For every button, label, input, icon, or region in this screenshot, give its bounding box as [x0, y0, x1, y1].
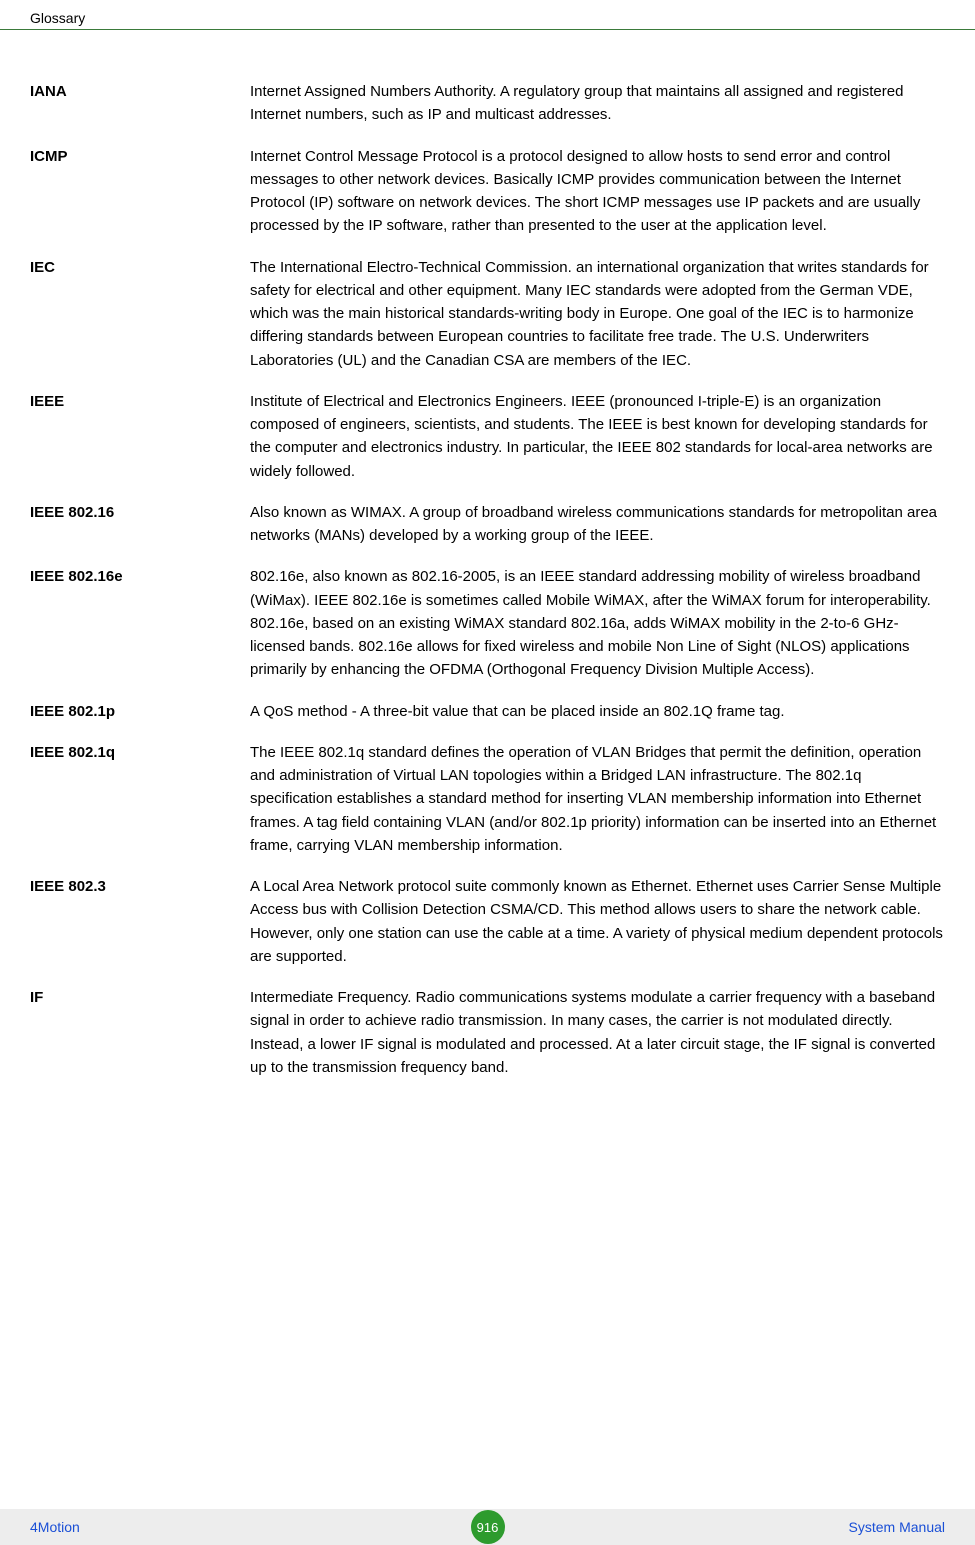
glossary-term: IEEE 802.16	[30, 501, 250, 548]
page-header: Glossary	[0, 0, 975, 30]
glossary-definition: A Local Area Network protocol suite comm…	[250, 875, 945, 968]
glossary-definition: Intermediate Frequency. Radio communicat…	[250, 986, 945, 1079]
glossary-definition: The International Electro-Technical Comm…	[250, 256, 945, 372]
glossary-term: IEEE 802.3	[30, 875, 250, 968]
page-number-badge: 916	[471, 1510, 505, 1544]
glossary-entry: IEEE 802.3 A Local Area Network protocol…	[30, 875, 945, 968]
glossary-entry: IEEE 802.16e 802.16e, also known as 802.…	[30, 565, 945, 681]
glossary-term: IANA	[30, 80, 250, 127]
glossary-term: ICMP	[30, 145, 250, 238]
glossary-definition: 802.16e, also known as 802.16-2005, is a…	[250, 565, 945, 681]
footer-product-link[interactable]: 4Motion	[30, 1519, 80, 1535]
glossary-term: IEEE 802.16e	[30, 565, 250, 681]
glossary-entry: IEEE Institute of Electrical and Electro…	[30, 390, 945, 483]
glossary-definition: Also known as WIMAX. A group of broadban…	[250, 501, 945, 548]
glossary-definition: Internet Control Message Protocol is a p…	[250, 145, 945, 238]
page-footer: 4Motion 916 System Manual	[0, 1509, 975, 1545]
glossary-term: IEEE	[30, 390, 250, 483]
glossary-term: IF	[30, 986, 250, 1079]
glossary-entry: IF Intermediate Frequency. Radio communi…	[30, 986, 945, 1079]
header-title: Glossary	[30, 10, 85, 26]
glossary-content: IANA Internet Assigned Numbers Authority…	[0, 30, 975, 1079]
glossary-definition: Institute of Electrical and Electronics …	[250, 390, 945, 483]
glossary-term: IEEE 802.1q	[30, 741, 250, 857]
glossary-entry: IEEE 802.16 Also known as WIMAX. A group…	[30, 501, 945, 548]
glossary-entry: IANA Internet Assigned Numbers Authority…	[30, 80, 945, 127]
glossary-entry: ICMP Internet Control Message Protocol i…	[30, 145, 945, 238]
glossary-term: IEC	[30, 256, 250, 372]
glossary-definition: Internet Assigned Numbers Authority. A r…	[250, 80, 945, 127]
glossary-term: IEEE 802.1p	[30, 700, 250, 723]
glossary-definition: The IEEE 802.1q standard defines the ope…	[250, 741, 945, 857]
glossary-definition: A QoS method - A three-bit value that ca…	[250, 700, 945, 723]
footer-manual-link[interactable]: System Manual	[849, 1519, 945, 1535]
glossary-entry: IEEE 802.1q The IEEE 802.1q standard def…	[30, 741, 945, 857]
glossary-entry: IEC The International Electro-Technical …	[30, 256, 945, 372]
glossary-entry: IEEE 802.1p A QoS method - A three-bit v…	[30, 700, 945, 723]
